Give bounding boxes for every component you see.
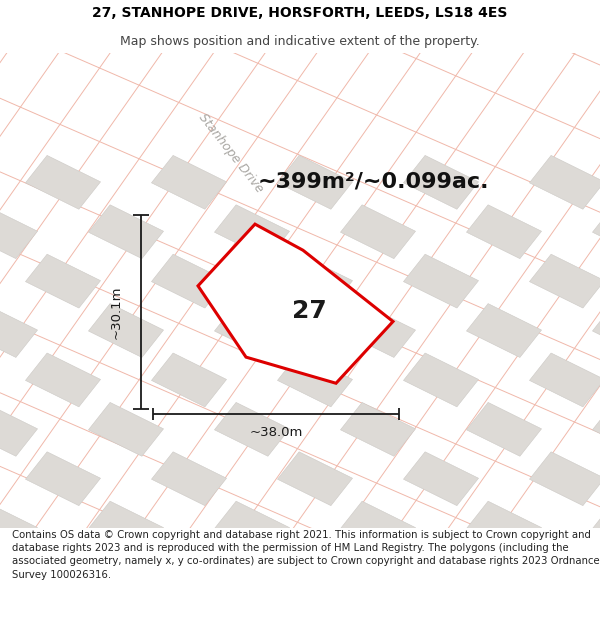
- Polygon shape: [529, 156, 600, 209]
- Polygon shape: [88, 501, 164, 555]
- Polygon shape: [592, 402, 600, 456]
- Polygon shape: [403, 156, 479, 209]
- Polygon shape: [88, 205, 164, 259]
- Text: ~399m²/~0.099ac.: ~399m²/~0.099ac.: [258, 171, 490, 191]
- Text: 27: 27: [292, 299, 327, 322]
- Text: 27, STANHOPE DRIVE, HORSFORTH, LEEDS, LS18 4ES: 27, STANHOPE DRIVE, HORSFORTH, LEEDS, LS…: [92, 6, 508, 20]
- Polygon shape: [466, 304, 542, 358]
- Text: Map shows position and indicative extent of the property.: Map shows position and indicative extent…: [120, 35, 480, 48]
- Polygon shape: [592, 205, 600, 259]
- Polygon shape: [214, 205, 290, 259]
- Polygon shape: [214, 402, 290, 456]
- Polygon shape: [0, 501, 38, 555]
- Polygon shape: [198, 224, 393, 383]
- Polygon shape: [592, 304, 600, 358]
- Polygon shape: [403, 551, 479, 604]
- Polygon shape: [214, 501, 290, 555]
- Polygon shape: [466, 402, 542, 456]
- Polygon shape: [277, 156, 353, 209]
- Polygon shape: [0, 304, 38, 358]
- Polygon shape: [340, 501, 416, 555]
- Polygon shape: [0, 205, 38, 259]
- Polygon shape: [277, 254, 353, 308]
- Polygon shape: [277, 452, 353, 506]
- Polygon shape: [277, 551, 353, 604]
- Polygon shape: [151, 551, 227, 604]
- Polygon shape: [466, 205, 542, 259]
- Polygon shape: [340, 402, 416, 456]
- Text: ~30.1m: ~30.1m: [109, 285, 122, 339]
- Polygon shape: [0, 402, 38, 456]
- Polygon shape: [88, 304, 164, 358]
- Polygon shape: [88, 402, 164, 456]
- Polygon shape: [529, 452, 600, 506]
- Polygon shape: [151, 254, 227, 308]
- Text: Stanhope Drive: Stanhope Drive: [196, 111, 266, 195]
- Polygon shape: [277, 353, 353, 407]
- Polygon shape: [151, 452, 227, 506]
- Polygon shape: [25, 551, 101, 604]
- Polygon shape: [340, 304, 416, 358]
- Polygon shape: [214, 304, 290, 358]
- Polygon shape: [403, 452, 479, 506]
- Polygon shape: [25, 156, 101, 209]
- Polygon shape: [529, 551, 600, 604]
- Polygon shape: [151, 353, 227, 407]
- Polygon shape: [529, 353, 600, 407]
- Polygon shape: [151, 156, 227, 209]
- Polygon shape: [466, 501, 542, 555]
- Polygon shape: [403, 254, 479, 308]
- Polygon shape: [25, 452, 101, 506]
- Polygon shape: [403, 353, 479, 407]
- Polygon shape: [592, 501, 600, 555]
- Polygon shape: [529, 254, 600, 308]
- Polygon shape: [25, 353, 101, 407]
- Polygon shape: [340, 205, 416, 259]
- Polygon shape: [25, 254, 101, 308]
- Text: Contains OS data © Crown copyright and database right 2021. This information is : Contains OS data © Crown copyright and d…: [12, 530, 599, 579]
- Text: ~38.0m: ~38.0m: [250, 426, 302, 439]
